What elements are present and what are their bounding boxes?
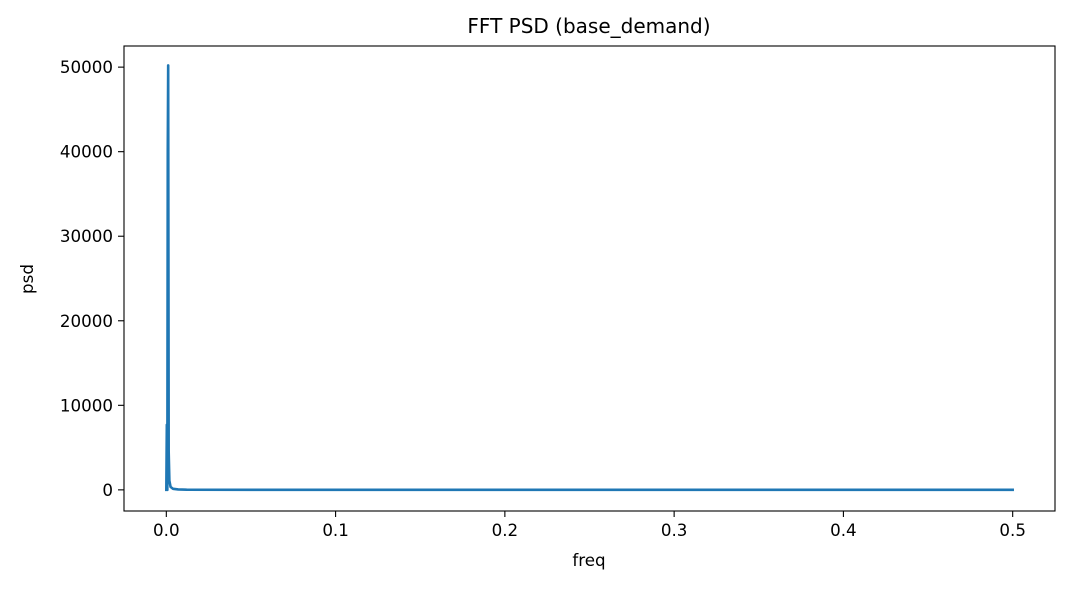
y-tick-label: 0 xyxy=(102,480,113,500)
y-axis-label: psd xyxy=(17,264,37,294)
y-tick-label: 50000 xyxy=(60,57,113,77)
y-tick-label: 10000 xyxy=(60,395,113,415)
series-line-0 xyxy=(165,64,1014,492)
x-tick-label: 0.5 xyxy=(999,520,1026,540)
axes-frame xyxy=(123,45,1056,512)
plot-layer xyxy=(165,64,1014,492)
x-tick-label: 0.3 xyxy=(661,520,688,540)
chart-title: FFT PSD (base_demand) xyxy=(467,14,710,38)
x-axis-label: freq xyxy=(572,550,605,570)
x-tick-label: 0.4 xyxy=(830,520,857,540)
x-tick-label: 0.0 xyxy=(153,520,180,540)
y-tick-label: 30000 xyxy=(60,226,113,246)
x-tick-label: 0.1 xyxy=(322,520,349,540)
axes-layer: 0.0 0.1 0.2 0.3 0.4 0.5 0 10000 20000 30000 40000 5… xyxy=(60,45,1056,540)
y-tick-label: 40000 xyxy=(60,142,113,162)
x-tick-label: 0.2 xyxy=(492,520,519,540)
y-tick-label: 20000 xyxy=(60,311,113,331)
